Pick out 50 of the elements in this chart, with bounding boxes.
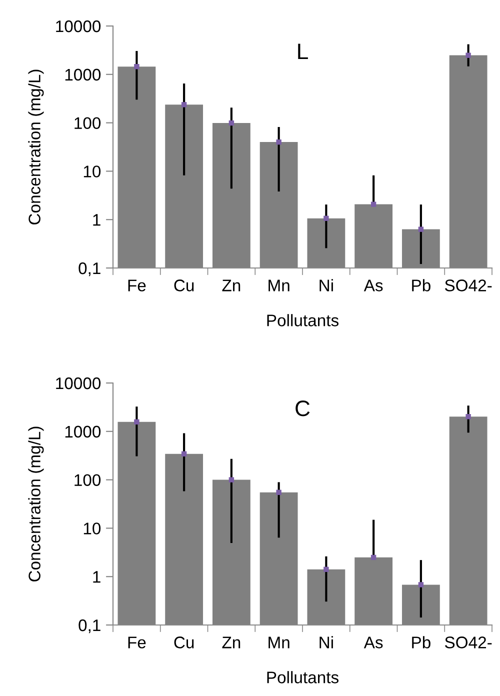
point <box>466 52 471 58</box>
y-tick-label: 100 <box>74 474 101 486</box>
x-tick-label: Fe <box>128 280 146 292</box>
y-tick-label: 10000 <box>56 20 101 32</box>
y-tick-label: 10 <box>84 166 101 178</box>
point <box>466 414 471 420</box>
y-tick-label: 0,1 <box>78 262 100 276</box>
y-tick-label: 0,1 <box>78 619 100 634</box>
y-tick-label: 10 <box>84 522 101 534</box>
x-tick-label: Mn <box>268 636 290 648</box>
x-tick-label: Pb <box>412 279 430 292</box>
y-tick-label: 1000 <box>65 426 101 438</box>
x-tick-label: As <box>364 280 383 292</box>
x-tick-label: Cu <box>174 636 194 648</box>
point <box>370 554 376 560</box>
point <box>418 226 424 232</box>
y-axis-title: Concentration (mg/L) <box>28 70 44 224</box>
x-tick-label: Zn <box>222 636 240 648</box>
x-tick-label: Pb <box>412 636 430 648</box>
point <box>134 64 140 70</box>
x-tick-label: Fe <box>128 636 146 648</box>
point <box>228 120 234 126</box>
y-axis-title: Concentration (mg/L) <box>28 426 44 582</box>
text: L <box>298 44 308 60</box>
point <box>134 419 140 425</box>
point <box>228 477 234 482</box>
y-tick-label: 1 <box>93 214 100 226</box>
x-axis-title: Pollutants <box>267 314 338 326</box>
point <box>418 582 424 588</box>
x-tick-label: As <box>364 636 383 648</box>
x-tick-label: Ni <box>320 636 333 648</box>
point <box>324 566 329 572</box>
point <box>370 202 376 207</box>
point <box>324 216 329 221</box>
x-tick-label: Zn <box>222 280 240 292</box>
text: C <box>296 400 310 416</box>
x-axis-title: Pollutants <box>267 671 338 684</box>
x-tick-label: Mn <box>268 280 290 292</box>
y-tick-label: 1000 <box>65 68 101 81</box>
point <box>181 451 187 456</box>
x-tick-label: Ni <box>320 279 333 292</box>
x-tick-label: Cu <box>174 280 194 292</box>
point <box>276 139 282 145</box>
y-tick-label: 10000 <box>56 377 101 390</box>
y-tick-label: 1 <box>93 571 100 583</box>
y-tick-label: 100 <box>74 117 101 130</box>
x-tick-label: SO42- <box>444 280 492 292</box>
point <box>181 102 187 108</box>
point <box>276 490 282 495</box>
x-tick-label: SO42- <box>444 636 492 648</box>
